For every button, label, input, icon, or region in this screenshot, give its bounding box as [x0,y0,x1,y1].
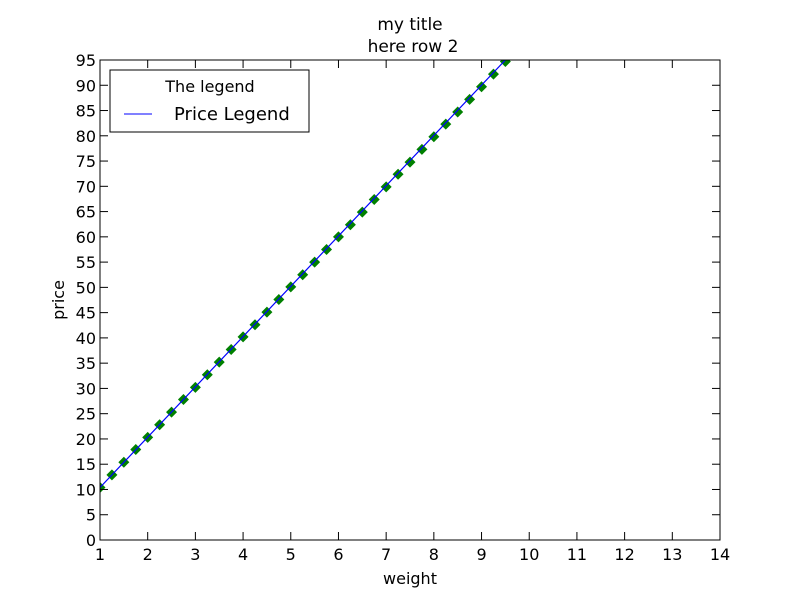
plot-frame [99,59,721,541]
y-tick-label: 45 [76,304,96,323]
y-tick-label: 10 [76,480,96,499]
y-tick-label: 20 [76,430,96,449]
data-point [100,481,106,493]
y-tick-label: 5 [86,506,96,525]
series-layer [100,60,511,493]
y-tick-label: 55 [76,253,96,272]
chart-subtitle: here row 2 [368,37,459,57]
y-tick-label: 15 [76,455,96,474]
data-point [499,60,511,68]
y-tick-label: 25 [76,405,96,424]
y-tick-label: 80 [76,127,96,146]
y-axis-label: price [49,280,68,320]
y-tick-label: 30 [76,379,96,398]
y-axis-ticks: 0 5 10 15 20 25 30 35 40 45 50 55 60 65 70 75 80 85 90 95 [76,51,720,550]
y-tick-label: 40 [76,329,96,348]
y-tick-label: 35 [76,354,96,373]
y-tick-label: 60 [76,228,96,247]
y-tick-label: 0 [86,531,96,550]
data-point [380,181,392,193]
data-point [452,106,464,118]
data-point [404,156,416,168]
x-tick-label: 9 [476,545,486,564]
legend: The legend Price Legend [109,69,310,133]
legend-box [109,69,310,133]
x-tick-label: 13 [662,545,682,564]
series-line [100,60,506,488]
data-point [487,68,499,80]
plot-area: 1 2 3 4 5 6 7 8 9 10 11 12 13 14 05101520253035404550… [76,51,731,564]
x-tick-label: 2 [143,545,153,564]
y-tick-label: 75 [76,152,96,171]
legend-title: The legend [164,77,254,96]
x-axis-label: weight [383,569,437,588]
y-tick-label: 50 [76,278,96,297]
y-tick-label: 95 [76,51,96,70]
x-tick-label: 4 [238,545,248,564]
y-tick-label: 90 [76,76,96,95]
legend-entry-label: Price Legend [174,104,290,125]
x-tick-label: 7 [381,545,391,564]
data-point [440,118,452,130]
chart-title: my title [377,15,442,35]
x-tick-label: 3 [190,545,200,564]
data-point [356,206,368,218]
x-tick-label: 12 [614,545,634,564]
x-tick-label: 5 [286,545,296,564]
x-tick-label: 1 [95,545,105,564]
x-tick-label: 14 [710,545,730,564]
data-point [344,219,356,231]
data-point [428,131,440,143]
data-point [368,193,380,205]
data-point [416,143,428,155]
y-tick-label: 85 [76,102,96,121]
x-axis-ticks: 1 2 3 4 5 6 7 8 9 10 11 12 13 14 [95,60,730,564]
data-point [392,168,404,180]
y-tick-label: 65 [76,203,96,222]
x-tick-label: 10 [519,545,539,564]
x-tick-label: 11 [567,545,587,564]
y-tick-label: 70 [76,177,96,196]
data-point [464,93,476,105]
x-tick-label: 8 [429,545,439,564]
data-point [476,81,488,93]
x-tick-label: 6 [333,545,343,564]
